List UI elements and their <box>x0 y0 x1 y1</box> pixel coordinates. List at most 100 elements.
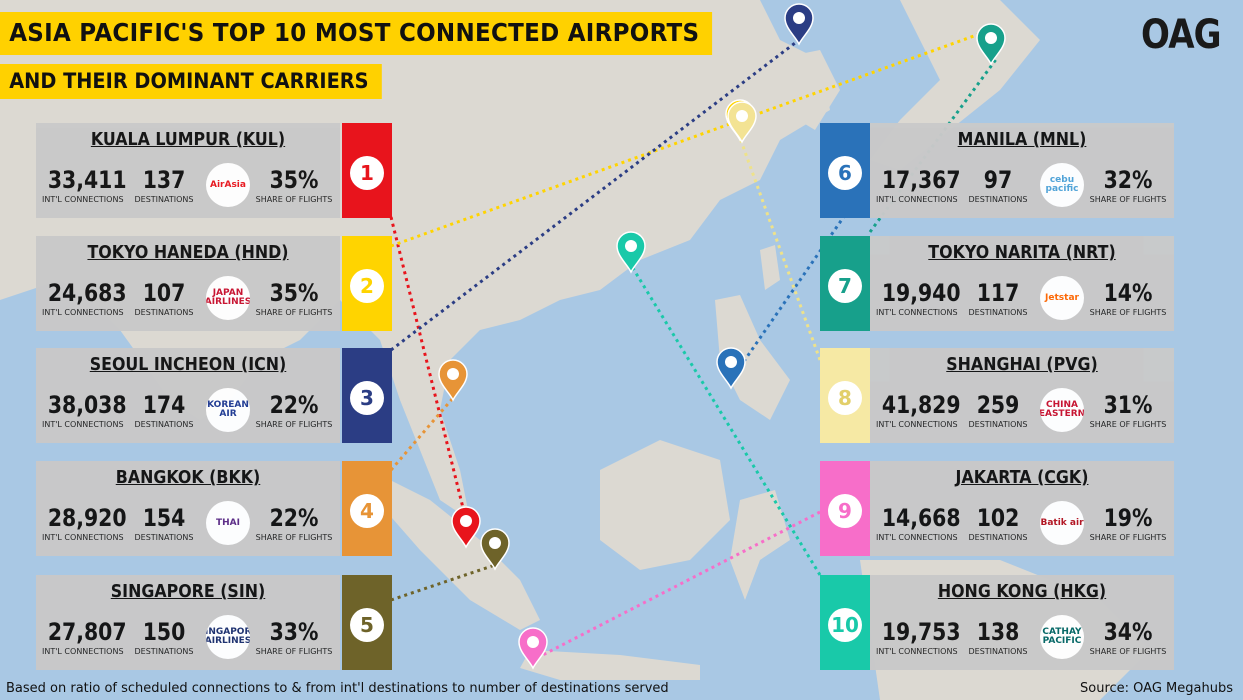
connections-label: INT'L CONNECTIONS <box>42 533 124 542</box>
land-korea <box>770 50 840 130</box>
airport-name: HONG KONG (HKG) <box>937 581 1107 602</box>
location-pin-icon <box>480 528 510 571</box>
destinations-label: DESTINATIONS <box>134 308 194 317</box>
connector-line-6 <box>729 214 847 381</box>
airport-name: TOKYO NARITA (NRT) <box>928 242 1116 263</box>
connections-value: 19,753 <box>881 618 961 646</box>
stat-share: 22% SHARE OF FLIGHTS <box>254 505 334 542</box>
rank-number: 4 <box>350 494 384 528</box>
share-value: 22% <box>269 504 319 532</box>
connections-value: 19,940 <box>881 279 961 307</box>
stat-destinations: 97 DESTINATIONS <box>966 167 1030 204</box>
share-label: SHARE OF FLIGHTS <box>255 308 333 317</box>
airport-name: JAKARTA (CGK) <box>955 467 1089 488</box>
airport-card: SHANGHAI (PVG) 41,829 INT'L CONNECTIONS … <box>870 348 1174 443</box>
connections-value: 27,807 <box>47 618 127 646</box>
destinations-value: 150 <box>142 618 186 646</box>
stat-connections: 17,367 INT'L CONNECTIONS <box>876 167 961 204</box>
footnote: Based on ratio of scheduled connections … <box>6 681 669 696</box>
destinations-label: DESTINATIONS <box>968 195 1028 204</box>
airport-card: SINGAPORE (SIN) 27,807 INT'L CONNECTIONS… <box>36 575 340 670</box>
carrier-logo: CHINA EASTERN <box>1040 388 1084 432</box>
stat-destinations: 137 DESTINATIONS <box>132 167 196 204</box>
connections-label: INT'L CONNECTIONS <box>42 420 124 429</box>
rank-number: 5 <box>350 608 384 642</box>
connections-label: INT'L CONNECTIONS <box>42 647 124 656</box>
airport-name: SINGAPORE (SIN) <box>110 581 266 602</box>
stat-share: 22% SHARE OF FLIGHTS <box>254 392 334 429</box>
connections-value: 38,038 <box>47 391 127 419</box>
destinations-label: DESTINATIONS <box>968 533 1028 542</box>
airport-name: SHANGHAI (PVG) <box>946 354 1098 375</box>
destinations-value: 154 <box>142 504 186 532</box>
stat-share: 31% SHARE OF FLIGHTS <box>1088 392 1168 429</box>
stat-connections: 28,920 INT'L CONNECTIONS <box>42 505 127 542</box>
airport-card: BANGKOK (BKK) 28,920 INT'L CONNECTIONS 1… <box>36 461 340 556</box>
stat-connections: 33,411 INT'L CONNECTIONS <box>42 167 127 204</box>
rank-number: 1 <box>350 156 384 190</box>
carrier-logo: Jetstar <box>1040 276 1084 320</box>
stat-connections: 19,753 INT'L CONNECTIONS <box>876 618 961 656</box>
carrier-logo: CATHAY PACIFIC <box>1040 615 1084 659</box>
stat-destinations: 150 DESTINATIONS <box>132 619 196 656</box>
rank-number: 10 <box>828 608 862 642</box>
destinations-value: 107 <box>142 279 186 307</box>
connections-label: INT'L CONNECTIONS <box>876 308 958 317</box>
connector-line-2 <box>390 30 986 248</box>
land-sumatra <box>385 480 540 630</box>
stat-connections: 41,829 INT'L CONNECTIONS <box>876 392 961 429</box>
connector-line-9 <box>532 510 821 662</box>
rank-badge: 1 <box>342 123 392 218</box>
airport-card: KUALA LUMPUR (KUL) 33,411 INT'L CONNECTI… <box>36 123 340 218</box>
destinations-value: 117 <box>976 279 1020 307</box>
connector-line-4 <box>389 397 455 471</box>
carrier-logo: SINGAPORE AIRLINES <box>206 615 250 659</box>
airport-card: JAKARTA (CGK) 14,668 INT'L CONNECTIONS 1… <box>870 461 1174 556</box>
destinations-value: 259 <box>976 391 1020 419</box>
rank-number: 6 <box>828 156 862 190</box>
rank-badge: 4 <box>342 461 392 556</box>
airport-name: BANGKOK (BKK) <box>115 467 261 488</box>
rank-number: 7 <box>828 269 862 303</box>
title-line-2: AND THEIR DOMINANT CARRIERS <box>0 64 382 99</box>
location-pin-icon <box>716 347 746 390</box>
carrier-logo: THAI <box>206 501 250 545</box>
share-value: 35% <box>269 279 319 307</box>
share-label: SHARE OF FLIGHTS <box>255 647 333 656</box>
stat-connections: 27,807 INT'L CONNECTIONS <box>42 618 127 656</box>
rank-number: 8 <box>828 381 862 415</box>
destinations-value: 137 <box>142 166 186 194</box>
connector-line-3 <box>390 38 800 352</box>
stat-destinations: 259 DESTINATIONS <box>966 392 1030 429</box>
carrier-logo: KOREAN AIR <box>206 388 250 432</box>
source-note: Source: OAG Megahubs <box>1080 681 1233 696</box>
share-label: SHARE OF FLIGHTS <box>255 195 333 204</box>
rank-number: 2 <box>350 269 384 303</box>
destinations-label: DESTINATIONS <box>968 420 1028 429</box>
location-pin-icon <box>976 23 1006 66</box>
stat-destinations: 107 DESTINATIONS <box>132 280 196 317</box>
share-value: 31% <box>1103 391 1153 419</box>
destinations-value: 174 <box>142 391 186 419</box>
connections-label: INT'L CONNECTIONS <box>876 195 958 204</box>
share-value: 34% <box>1103 618 1153 646</box>
rank-number: 3 <box>350 381 384 415</box>
stat-share: 32% SHARE OF FLIGHTS <box>1088 167 1168 204</box>
share-label: SHARE OF FLIGHTS <box>1089 420 1167 429</box>
stat-share: 35% SHARE OF FLIGHTS <box>254 167 334 204</box>
share-label: SHARE OF FLIGHTS <box>1089 533 1167 542</box>
rank-badge: 8 <box>820 348 870 443</box>
location-pin-icon <box>438 359 468 402</box>
connections-label: INT'L CONNECTIONS <box>876 420 958 429</box>
connector-line-1 <box>389 216 468 521</box>
destinations-value: 138 <box>976 618 1020 646</box>
share-label: SHARE OF FLIGHTS <box>1089 308 1167 317</box>
share-value: 22% <box>269 391 319 419</box>
stat-connections: 24,683 INT'L CONNECTIONS <box>42 280 127 317</box>
stat-destinations: 154 DESTINATIONS <box>132 505 196 542</box>
airport-name: KUALA LUMPUR (KUL) <box>90 129 286 150</box>
airport-card: TOKYO NARITA (NRT) 19,940 INT'L CONNECTI… <box>870 236 1174 331</box>
destinations-value: 97 <box>983 166 1013 194</box>
land-philippines <box>715 295 790 420</box>
